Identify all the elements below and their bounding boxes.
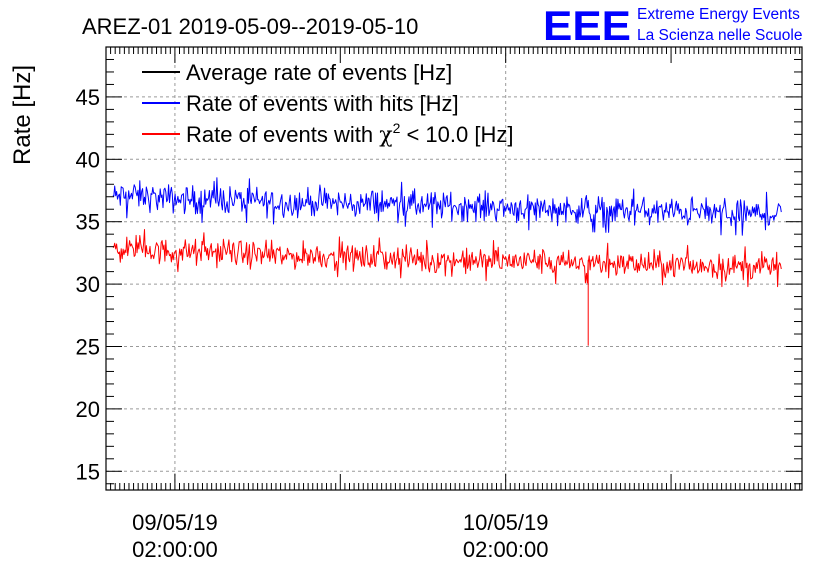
x-tick-label-date-1: 10/05/19 <box>463 510 549 535</box>
x-tick-label-date-0: 09/05/19 <box>132 510 218 535</box>
y-tick-label-40: 40 <box>76 147 100 172</box>
legend-label-chi2: Rate of events with χ2 < 10.0 [Hz] <box>186 120 513 148</box>
y-axis-label: Rate [Hz] <box>9 65 36 165</box>
x-tick-label-time-1: 02:00:00 <box>463 537 549 562</box>
plot-area: 1520253035404509/05/1902:00:0010/05/1902… <box>76 46 803 562</box>
axes-layer: 1520253035404509/05/1902:00:0010/05/1902… <box>76 46 803 562</box>
series-line-1 <box>112 177 782 236</box>
plot-frame <box>105 46 803 491</box>
x-tick-label-time-0: 02:00:00 <box>132 537 218 562</box>
y-tick-label-30: 30 <box>76 272 100 297</box>
eee-logo-line2: La Scienza nelle Scuole <box>637 27 802 44</box>
chart-title: AREZ-01 2019-05-09--2019-05-10 <box>82 14 418 39</box>
eee-logo-line1: Extreme Energy Events <box>637 6 800 23</box>
grid-layer <box>106 47 802 490</box>
y-tick-label-15: 15 <box>76 459 100 484</box>
legend-label-hits: Rate of events with hits [Hz] <box>186 91 459 116</box>
y-tick-label-45: 45 <box>76 85 100 110</box>
series-layer <box>112 177 782 346</box>
y-tick-label-35: 35 <box>76 210 100 235</box>
eee-logo-mark: EEE <box>543 2 631 49</box>
y-tick-label-25: 25 <box>76 334 100 359</box>
y-tick-label-20: 20 <box>76 397 100 422</box>
legend: Average rate of events [Hz] Rate of even… <box>142 60 513 148</box>
series-line-2 <box>112 229 782 346</box>
legend-label-average: Average rate of events [Hz] <box>186 60 452 85</box>
eee-logo: EEE Extreme Energy Events La Scienza nel… <box>543 2 802 49</box>
